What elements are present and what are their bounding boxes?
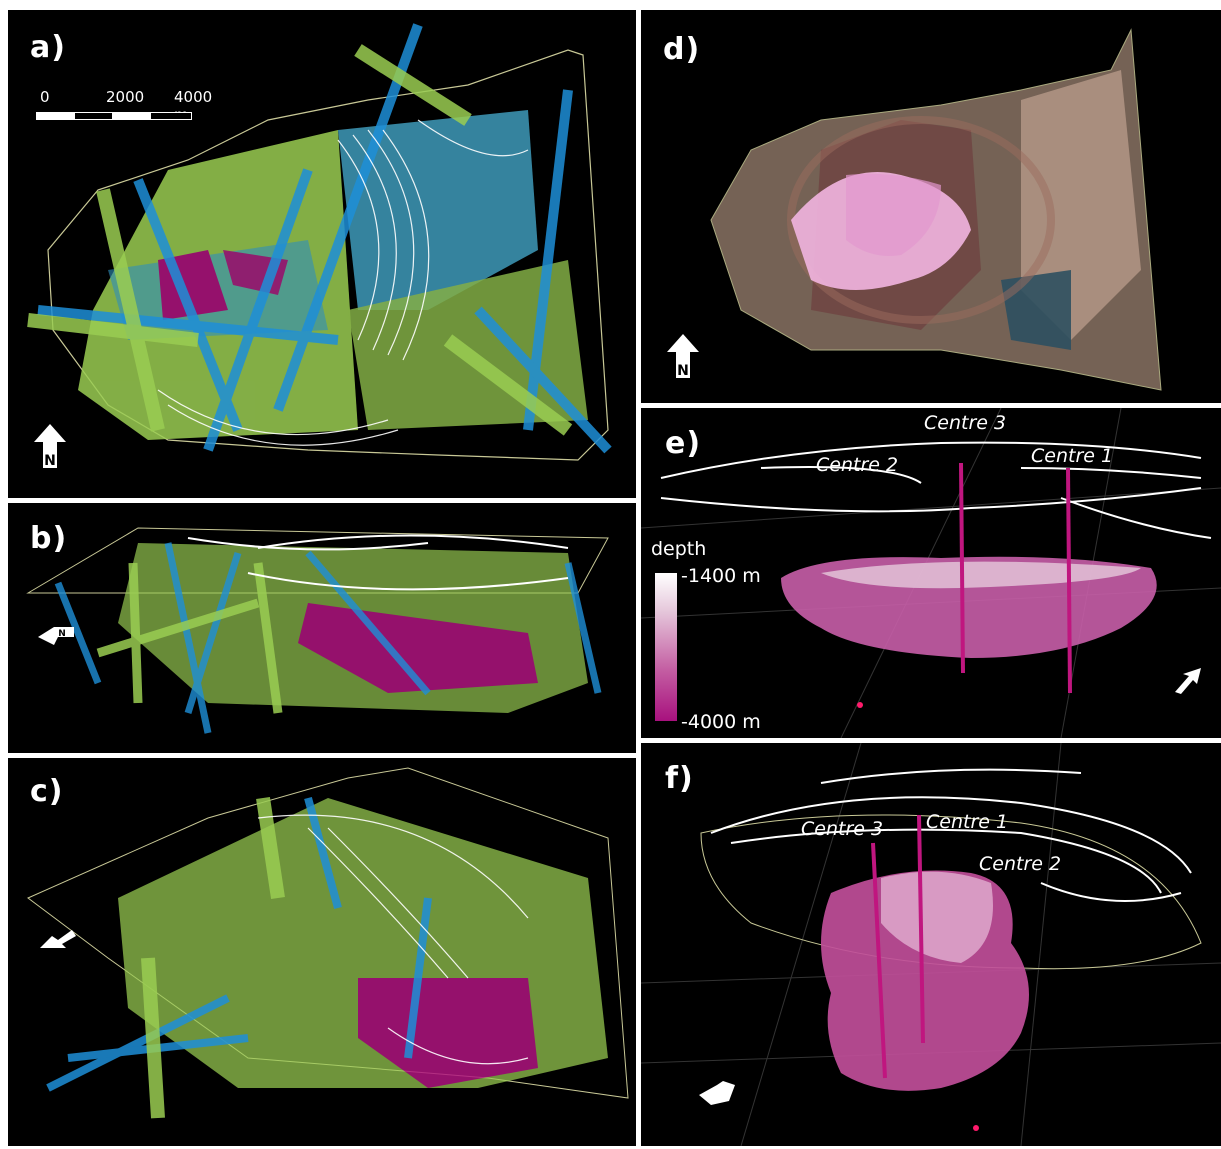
depth-legend-top: -1400 m [681, 565, 761, 587]
panel-e-scene [641, 408, 1221, 738]
north-arrow-icon: N [38, 627, 74, 645]
panel-b-scene [26, 527, 609, 734]
north-arrow-icon: N [667, 334, 699, 379]
panel-e-label: e) [665, 426, 702, 461]
north-arrow-icon: N [34, 424, 66, 469]
scale-bar: 0 2000 4000 m [36, 88, 212, 128]
panel-b-label: b) [30, 521, 68, 556]
panel-f-centre-3: Centre 3 [801, 818, 884, 840]
panel-e-centre-2: Centre 2 [816, 454, 899, 476]
panel-f-centre-1: Centre 1 [926, 811, 1009, 833]
panel-a-scene [27, 23, 612, 461]
panel-e-centre-3: Centre 3 [924, 412, 1007, 434]
scale-tick-0: 0 [40, 88, 50, 106]
panel-f: f) Centre 3 Centre 1 Centre 2 [641, 743, 1221, 1146]
north-arrow-icon [40, 930, 76, 948]
panel-d: d) N [641, 10, 1221, 403]
north-letter: N [44, 453, 56, 469]
scale-tick-1: 2000 [106, 88, 145, 106]
panel-a-label: a) [30, 30, 66, 65]
panel-d-scene [710, 28, 1162, 391]
panel-c: c) [8, 758, 636, 1146]
panel-b: b) N [8, 503, 636, 753]
panel-d-label: d) [663, 32, 701, 67]
svg-text:N: N [677, 363, 689, 379]
panel-c-label: c) [30, 774, 64, 809]
depth-legend-bottom: -4000 m [681, 711, 761, 733]
panel-e-centre-1: Centre 1 [1031, 445, 1114, 467]
panel-f-centre-2: Centre 2 [979, 853, 1062, 875]
svg-text:N: N [58, 629, 66, 639]
depth-legend-title: depth [651, 538, 707, 560]
north-arrow-icon [1175, 668, 1201, 694]
panel-a: a) 0 2000 4000 m N [8, 10, 636, 498]
panel-f-scene [641, 743, 1221, 1146]
depth-legend-colorbar [655, 573, 677, 721]
panel-f-label: f) [665, 761, 694, 796]
north-arrow-icon [699, 1081, 735, 1105]
panel-c-scene [27, 767, 629, 1119]
panel-e: e) Centre 3 Centre 2 Centre 1 depth -140… [641, 408, 1221, 738]
